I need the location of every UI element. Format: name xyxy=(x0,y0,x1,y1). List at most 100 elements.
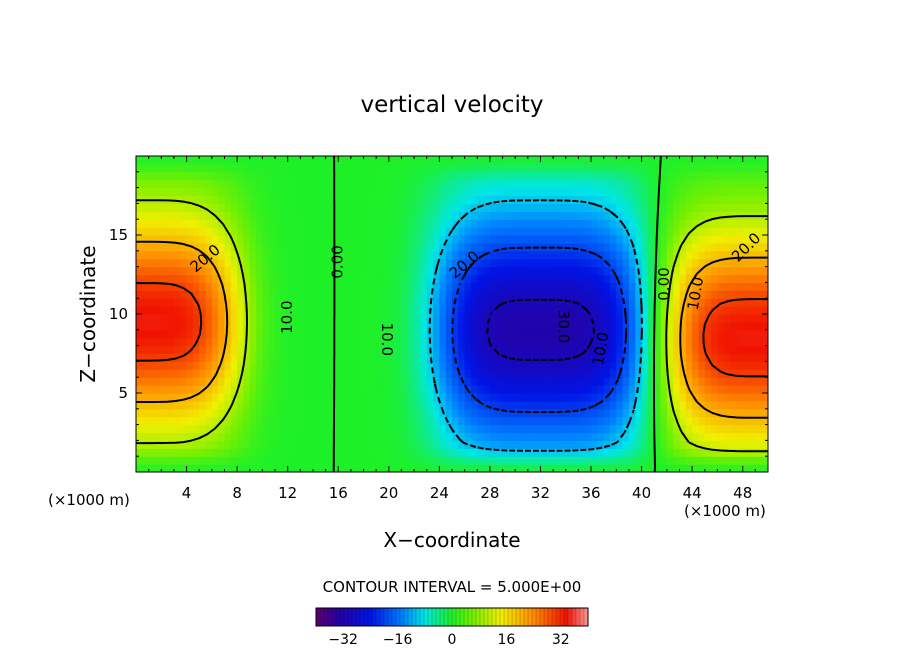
heatmap-cell xyxy=(249,464,257,472)
heatmap-cell xyxy=(344,314,352,323)
heatmap-cell xyxy=(521,464,529,472)
heatmap-cell xyxy=(300,227,308,236)
colorbar-swatch xyxy=(360,608,365,626)
heatmap-cell xyxy=(622,156,630,165)
colorbar-swatch xyxy=(324,608,329,626)
heatmap-cell xyxy=(167,385,175,394)
heatmap-cell xyxy=(224,377,232,386)
heatmap-cell xyxy=(199,416,207,426)
heatmap-cell xyxy=(698,179,706,189)
heatmap-cell xyxy=(281,219,289,228)
heatmap-cell xyxy=(350,227,358,236)
heatmap-cell xyxy=(281,250,289,260)
heatmap-cell xyxy=(685,329,693,339)
heatmap-cell xyxy=(268,369,276,378)
heatmap-cell xyxy=(426,464,434,472)
heatmap-cell xyxy=(641,353,649,362)
heatmap-cell xyxy=(685,242,693,252)
heatmap-cell xyxy=(218,187,226,197)
heatmap-cell xyxy=(319,163,327,173)
heatmap-cell xyxy=(489,314,497,323)
heatmap-cell xyxy=(180,353,188,362)
heatmap-cell xyxy=(527,440,535,449)
heatmap-cell xyxy=(496,306,504,315)
heatmap-cell xyxy=(489,321,497,331)
heatmap-cell xyxy=(572,361,579,370)
heatmap-cell xyxy=(559,219,567,228)
heatmap-cell xyxy=(445,464,453,472)
heatmap-cell xyxy=(350,306,358,315)
heatmap-cell xyxy=(641,290,649,299)
heatmap-cell xyxy=(331,211,339,220)
heatmap-cell xyxy=(363,298,371,307)
heatmap-cell xyxy=(433,298,440,307)
heatmap-cell xyxy=(230,306,238,315)
heatmap-cell xyxy=(218,448,226,457)
heatmap-cell xyxy=(363,187,371,197)
heatmap-cell xyxy=(426,266,434,276)
heatmap-cell xyxy=(148,400,156,410)
heatmap-cell xyxy=(426,219,434,228)
heatmap-cell xyxy=(414,361,421,370)
heatmap-cell xyxy=(464,353,472,362)
heatmap-cell xyxy=(249,369,257,378)
heatmap-cell xyxy=(249,432,257,441)
heatmap-cell xyxy=(496,298,504,307)
contour-label: 10.0 xyxy=(684,275,708,311)
heatmap-cell xyxy=(306,211,314,220)
heatmap-cell xyxy=(211,235,219,244)
heatmap-cell xyxy=(142,361,150,370)
heatmap-cell xyxy=(597,258,605,268)
heatmap-cell xyxy=(717,400,725,410)
heatmap-cell xyxy=(496,337,504,347)
heatmap-cell xyxy=(540,298,548,307)
heatmap-cell xyxy=(331,385,339,394)
heatmap-cell xyxy=(350,416,358,426)
colorbar-swatch xyxy=(428,608,433,626)
heatmap-cell xyxy=(407,235,415,244)
heatmap-cell xyxy=(692,290,700,299)
heatmap-cell xyxy=(237,290,245,299)
heatmap-cell xyxy=(717,456,725,465)
heatmap-cell xyxy=(477,345,485,355)
heatmap-cell xyxy=(401,250,409,260)
heatmap-cell xyxy=(755,203,763,212)
chart-title: vertical velocity xyxy=(361,92,544,118)
heatmap-cell xyxy=(338,321,346,331)
heatmap-cell xyxy=(199,274,207,283)
heatmap-cell xyxy=(641,163,649,173)
heatmap-cell xyxy=(192,306,200,315)
heatmap-cell xyxy=(237,329,245,339)
heatmap-cell xyxy=(755,274,763,283)
heatmap-cell xyxy=(256,227,263,236)
heatmap-cell xyxy=(622,393,630,402)
heatmap-cell xyxy=(711,266,719,276)
heatmap-cell xyxy=(350,187,358,197)
heatmap-cell xyxy=(660,211,668,220)
heatmap-cell xyxy=(483,250,491,260)
heatmap-cell xyxy=(654,171,662,181)
heatmap-cell xyxy=(578,187,586,197)
heatmap-cell xyxy=(515,440,523,449)
heatmap-cell xyxy=(489,187,497,197)
heatmap-cell xyxy=(610,456,617,465)
heatmap-cell xyxy=(275,211,282,220)
heatmap-cell xyxy=(281,321,289,331)
heatmap-cell xyxy=(647,337,655,347)
heatmap-cell xyxy=(268,235,276,244)
heatmap-cell xyxy=(698,408,706,418)
heatmap-cell xyxy=(407,227,415,236)
heatmap-cell xyxy=(433,163,440,173)
heatmap-cell xyxy=(180,361,188,370)
heatmap-cell xyxy=(414,171,421,181)
heatmap-cell xyxy=(369,424,377,434)
heatmap-cell xyxy=(534,337,542,347)
heatmap-cell xyxy=(148,282,156,291)
heatmap-cell xyxy=(262,440,270,449)
heatmap-cell xyxy=(730,219,737,228)
heatmap-cell xyxy=(148,242,156,252)
heatmap-cell xyxy=(521,329,529,339)
heatmap-cell xyxy=(692,163,700,173)
heatmap-cell xyxy=(376,361,384,370)
heatmap-cell xyxy=(521,306,529,315)
